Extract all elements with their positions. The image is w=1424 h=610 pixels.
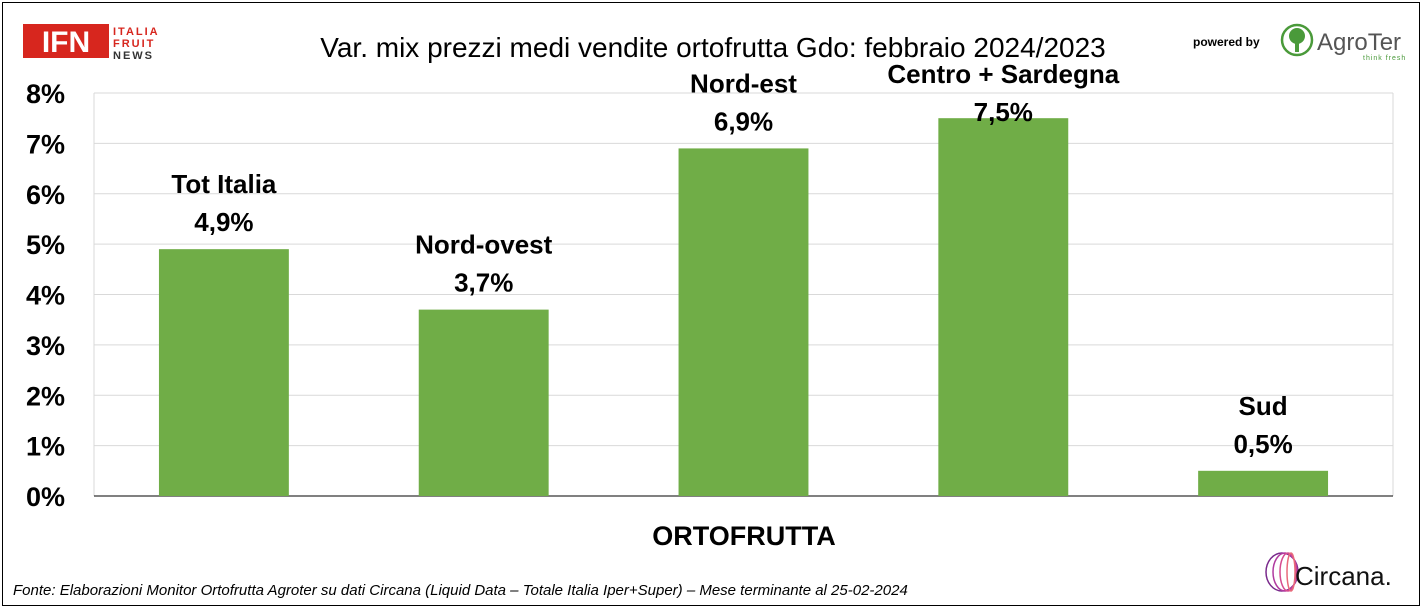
agroter-tagline: think fresh	[1363, 55, 1406, 62]
bar-chart: IFN ITALIA FRUIT NEWS Var. mix prezzi me…	[13, 23, 1406, 599]
ifn-logo: IFN ITALIA FRUIT NEWS	[23, 24, 160, 62]
y-tick-label: 5%	[26, 230, 65, 260]
category-label: Sud	[1239, 391, 1288, 421]
ifn-logo-text: IFN	[42, 26, 90, 59]
ifn-logo-badge	[23, 24, 109, 58]
y-tick-label: 1%	[26, 432, 65, 462]
spiral-icon	[1265, 552, 1299, 592]
y-tick-label: 7%	[26, 129, 65, 159]
data-label: 7,5%	[974, 97, 1033, 127]
ifn-logo-line3: NEWS	[113, 50, 154, 62]
y-tick-label: 4%	[26, 281, 65, 311]
category-label: Nord-est	[690, 68, 797, 98]
category-label: Tot Italia	[171, 169, 277, 199]
chart-title: Var. mix prezzi medi vendite ortofrutta …	[320, 32, 1105, 63]
y-tick-label: 2%	[26, 381, 65, 411]
category-label: Centro + Sardegna	[887, 59, 1119, 89]
ifn-logo-line1: ITALIA	[113, 26, 160, 38]
y-tick-label: 6%	[26, 180, 65, 210]
data-label: 0,5%	[1233, 429, 1292, 459]
y-axis-tick-labels: 0% 1% 2% 3% 4% 5% 6% 7% 8%	[26, 79, 65, 512]
bar	[678, 148, 809, 496]
agroter-logo-text: AgroTer	[1317, 29, 1401, 56]
x-axis-title: ORTOFRUTTA	[652, 521, 835, 551]
data-label: 3,7%	[454, 268, 513, 298]
tree-icon	[1280, 23, 1314, 57]
bar	[1198, 470, 1329, 496]
y-tick-label: 8%	[26, 79, 65, 109]
ifn-logo-line2: FRUIT	[113, 38, 155, 50]
category-label: Nord-ovest	[415, 230, 553, 260]
y-tick-label: 0%	[26, 482, 65, 512]
y-tick-label: 3%	[26, 331, 65, 361]
bar	[938, 118, 1069, 496]
data-label: 4,9%	[194, 207, 253, 237]
data-labels: Tot Italia 4,9% Nord-ovest 3,7% Nord-est 6,9%…	[171, 59, 1292, 459]
source-note: Fonte: Elaborazioni Monitor Ortofrutta A…	[13, 582, 908, 599]
bar	[418, 309, 549, 496]
circana-logo-text: Circana.	[1295, 561, 1392, 591]
bars	[158, 118, 1329, 496]
bar	[158, 249, 289, 496]
data-label: 6,9%	[714, 106, 773, 136]
powered-by-label: powered by	[1193, 35, 1260, 49]
